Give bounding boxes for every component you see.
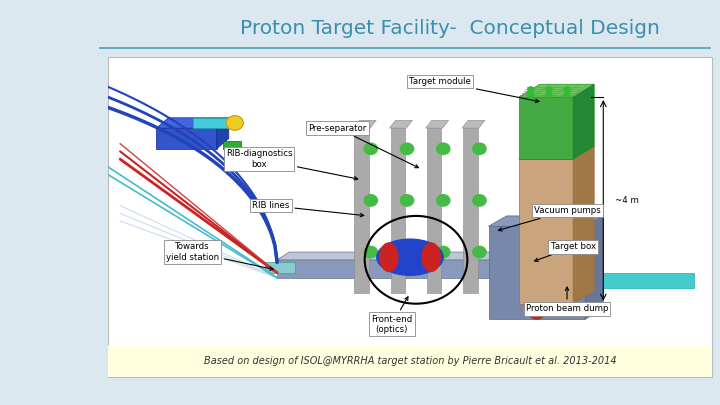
Circle shape [226, 116, 243, 130]
Polygon shape [427, 128, 441, 293]
Text: Proton Target Facility-  Conceptual Design: Proton Target Facility- Conceptual Desig… [240, 19, 660, 38]
Circle shape [364, 195, 377, 206]
Polygon shape [426, 120, 449, 128]
FancyBboxPatch shape [108, 345, 712, 377]
Circle shape [436, 246, 450, 258]
Polygon shape [156, 128, 217, 149]
Circle shape [400, 195, 413, 206]
Circle shape [436, 195, 450, 206]
Circle shape [564, 92, 570, 97]
Polygon shape [488, 216, 603, 226]
Polygon shape [488, 226, 585, 319]
Polygon shape [222, 141, 241, 149]
Ellipse shape [377, 239, 444, 275]
Polygon shape [518, 159, 573, 304]
Polygon shape [192, 118, 229, 128]
Polygon shape [277, 252, 518, 260]
Text: Pre-separator: Pre-separator [308, 124, 418, 168]
Circle shape [436, 143, 450, 154]
Text: Front-end
(optics): Front-end (optics) [372, 297, 413, 334]
Polygon shape [390, 120, 413, 128]
Polygon shape [573, 84, 594, 159]
Text: Based on design of ISOL@MYRRHA target station by Pierre Bricault et al. 2013-201: Based on design of ISOL@MYRRHA target st… [204, 356, 616, 366]
Circle shape [473, 143, 486, 154]
Circle shape [528, 92, 534, 97]
Text: Proton beam dump: Proton beam dump [526, 287, 608, 313]
Circle shape [473, 246, 486, 258]
Text: RIB-diagnostics
box: RIB-diagnostics box [226, 149, 358, 180]
Polygon shape [354, 120, 376, 128]
Circle shape [564, 87, 570, 92]
Circle shape [400, 246, 413, 258]
Circle shape [364, 246, 377, 258]
Text: Target module: Target module [409, 77, 539, 102]
Polygon shape [462, 120, 485, 128]
FancyBboxPatch shape [108, 57, 712, 377]
Polygon shape [585, 216, 603, 319]
Polygon shape [265, 262, 295, 273]
Ellipse shape [422, 243, 440, 271]
Ellipse shape [380, 243, 398, 271]
Polygon shape [518, 84, 594, 97]
Polygon shape [603, 273, 694, 288]
Circle shape [364, 143, 377, 154]
Text: Vacuum pumps: Vacuum pumps [498, 206, 600, 231]
Circle shape [473, 195, 486, 206]
Polygon shape [354, 128, 369, 293]
Text: RIB lines: RIB lines [253, 201, 364, 217]
Polygon shape [391, 128, 405, 293]
Text: ~4 m: ~4 m [616, 196, 639, 205]
Polygon shape [573, 146, 594, 304]
Polygon shape [217, 118, 229, 149]
Circle shape [528, 87, 534, 92]
Polygon shape [518, 97, 573, 159]
Polygon shape [277, 260, 507, 278]
Polygon shape [463, 128, 477, 293]
Circle shape [400, 143, 413, 154]
Circle shape [546, 92, 552, 97]
Text: Target box: Target box [534, 242, 595, 262]
Circle shape [530, 307, 544, 319]
Polygon shape [518, 146, 594, 159]
Polygon shape [156, 118, 229, 128]
Circle shape [546, 87, 552, 92]
Text: Towards
yield station: Towards yield station [166, 242, 273, 270]
